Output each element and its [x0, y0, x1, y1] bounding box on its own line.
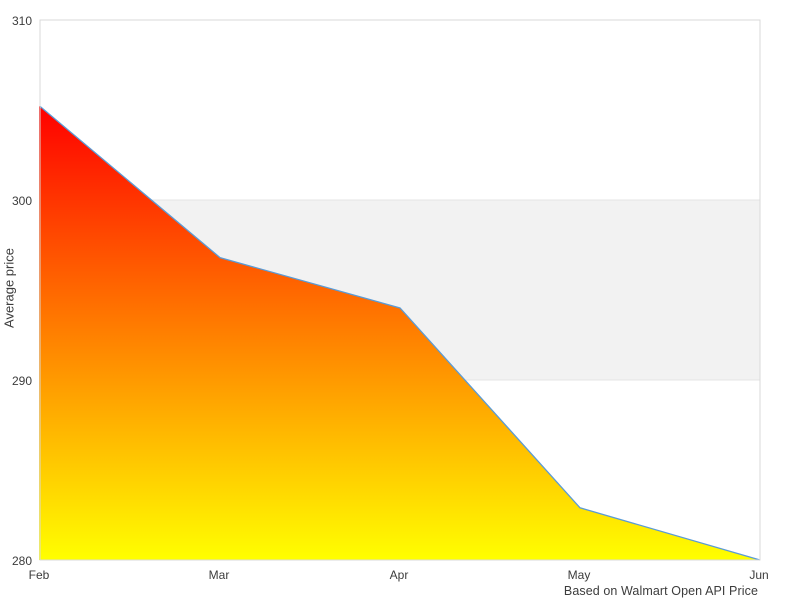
- x-tick-label: Feb: [28, 567, 50, 582]
- x-tick-label: May: [567, 567, 591, 582]
- y-tick-label: 290: [11, 373, 32, 388]
- x-tick-label: Apr: [389, 567, 409, 582]
- y-tick-label: 280: [11, 553, 32, 568]
- y-axis-title: Average price: [1, 248, 17, 328]
- y-tick-label: 310: [11, 13, 32, 28]
- chart-caption: Based on Walmart Open API Price: [563, 584, 758, 598]
- series-line: [39, 105, 761, 561]
- y-tick-label: 300: [11, 193, 32, 208]
- plot-border: [39, 19, 761, 561]
- x-tick-label: Mar: [208, 567, 230, 582]
- x-tick-label: Jun: [749, 567, 769, 582]
- area-series-fill: [39, 106, 760, 561]
